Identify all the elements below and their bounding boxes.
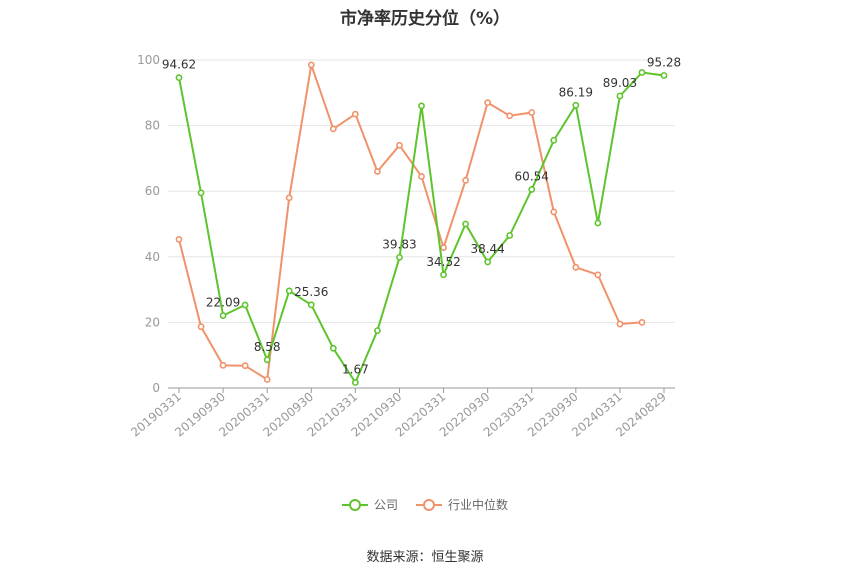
data-point-industry bbox=[396, 141, 403, 149]
data-label: 38.44 bbox=[470, 242, 504, 256]
data-point-industry bbox=[462, 176, 469, 184]
data-point-company bbox=[506, 232, 514, 239]
data-point-industry bbox=[351, 110, 359, 118]
legend-swatch-industry bbox=[416, 498, 442, 512]
legend-swatch-company bbox=[341, 498, 368, 512]
data-label: 94.62 bbox=[162, 58, 196, 72]
y-tick-label: 60 bbox=[145, 184, 160, 198]
data-label: 39.83 bbox=[382, 237, 416, 251]
data-point-company bbox=[285, 287, 293, 295]
data-label: 60.54 bbox=[515, 169, 549, 183]
data-point-company bbox=[638, 69, 646, 76]
data-point-company bbox=[263, 356, 271, 364]
data-point-company bbox=[351, 379, 359, 386]
data-point-industry bbox=[594, 271, 602, 279]
data-label: 25.36 bbox=[294, 285, 328, 299]
data-point-industry bbox=[440, 244, 447, 252]
data-point-company bbox=[550, 136, 558, 144]
data-point-company bbox=[418, 102, 425, 110]
data-point-industry bbox=[484, 99, 492, 107]
data-point-industry bbox=[329, 125, 337, 133]
legend-item-industry[interactable]: 行业中位数 bbox=[416, 496, 508, 513]
legend-label-industry: 行业中位数 bbox=[448, 498, 509, 512]
data-point-company bbox=[440, 271, 447, 279]
y-tick-label: 40 bbox=[145, 250, 160, 264]
data-point-industry bbox=[572, 263, 580, 271]
data-point-company bbox=[307, 301, 315, 309]
chart-title: 市净率历史分位（%） bbox=[339, 9, 511, 29]
data-point-industry bbox=[307, 61, 315, 69]
legend: 公司 行业中位数 bbox=[0, 496, 850, 513]
data-point-industry bbox=[418, 173, 425, 180]
data-label: 8.58 bbox=[254, 340, 281, 354]
data-point-company bbox=[329, 344, 337, 352]
y-tick-label: 20 bbox=[145, 315, 160, 329]
legend-label-company: 公司 bbox=[373, 498, 398, 512]
data-label: 1.67 bbox=[342, 363, 369, 377]
data-point-industry bbox=[175, 236, 183, 243]
data-source: 数据来源：恒生聚源 bbox=[366, 550, 484, 565]
data-point-industry bbox=[616, 320, 624, 328]
data-point-company bbox=[484, 258, 492, 266]
data-point-industry bbox=[263, 376, 271, 383]
data-point-industry bbox=[219, 361, 227, 369]
data-point-company bbox=[396, 253, 403, 261]
y-tick-label: 80 bbox=[145, 119, 160, 133]
data-point-company bbox=[197, 189, 205, 197]
series-line-industry bbox=[178, 63, 643, 381]
data-point-industry bbox=[241, 362, 249, 370]
y-tick-label: 0 bbox=[152, 381, 160, 395]
data-point-company bbox=[616, 92, 624, 100]
data-label: 22.09 bbox=[206, 296, 240, 310]
legend-item-company[interactable]: 公司 bbox=[341, 496, 398, 513]
data-point-company bbox=[528, 186, 536, 193]
data-point-industry bbox=[506, 112, 514, 120]
data-point-industry bbox=[197, 323, 205, 331]
data-point-company bbox=[572, 101, 580, 109]
series-line-company bbox=[178, 71, 665, 384]
data-point-industry bbox=[285, 194, 293, 202]
data-point-company bbox=[660, 72, 668, 79]
data-point-company bbox=[241, 301, 249, 309]
data-point-company bbox=[374, 327, 381, 334]
y-tick-label: 100 bbox=[137, 53, 160, 67]
data-label: 89.03 bbox=[603, 76, 637, 90]
data-label: 34.52 bbox=[426, 255, 460, 269]
data-point-company bbox=[462, 220, 469, 228]
data-point-industry bbox=[374, 168, 381, 175]
data-label: 86.19 bbox=[559, 85, 593, 99]
data-point-industry bbox=[528, 109, 536, 116]
data-point-industry bbox=[550, 208, 558, 216]
data-point-company bbox=[219, 312, 227, 319]
data-point-company bbox=[175, 74, 183, 82]
data-point-company bbox=[594, 219, 602, 227]
data-label: 95.28 bbox=[647, 55, 681, 69]
data-point-industry bbox=[638, 318, 646, 326]
